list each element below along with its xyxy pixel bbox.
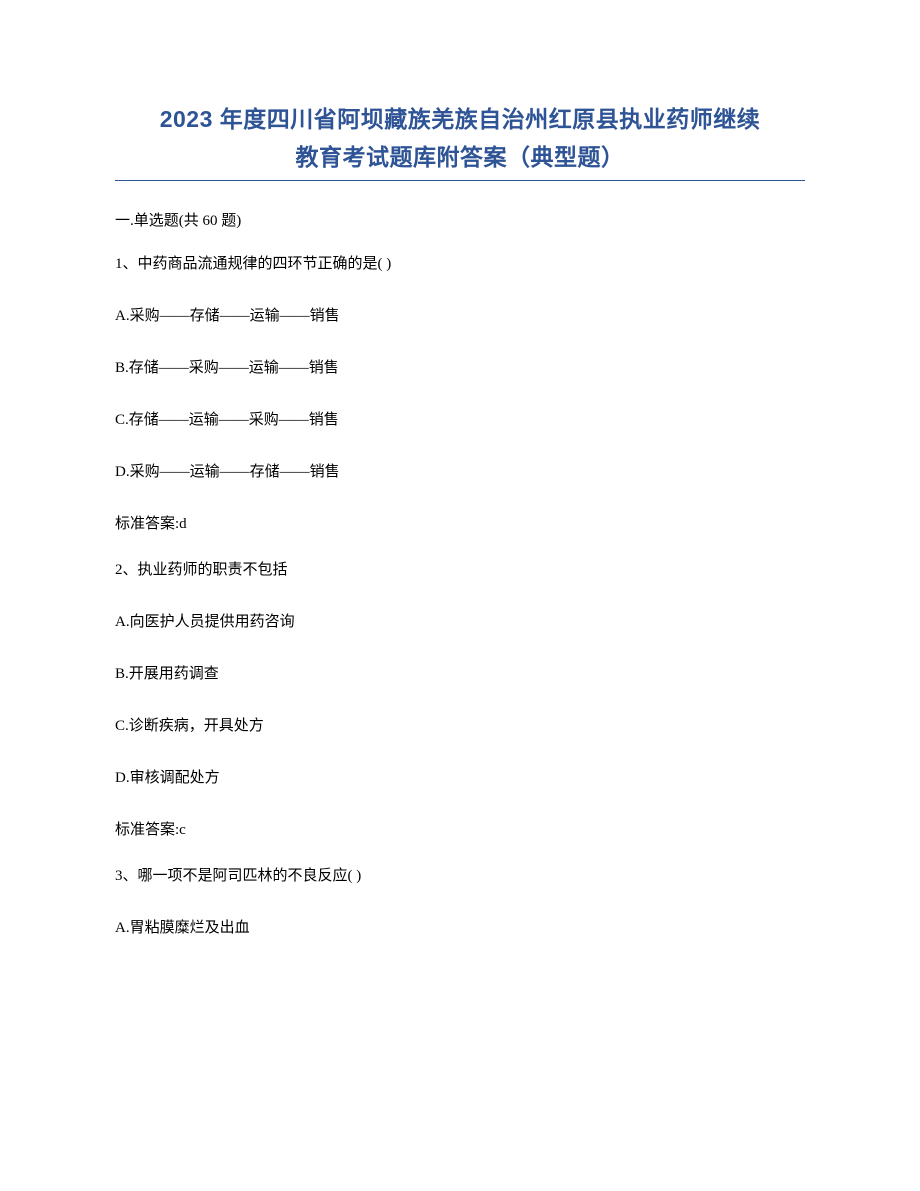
question-1: 1、中药商品流通规律的四环节正确的是( ) A.采购——存储——运输——销售 B…: [115, 252, 805, 536]
option-b: B.开展用药调查: [115, 662, 805, 686]
question-stem: 中药商品流通规律的四环节正确的是( ): [138, 256, 392, 272]
option-c: C.诊断疾病，开具处方: [115, 714, 805, 738]
question-stem: 哪一项不是阿司匹林的不良反应( ): [138, 868, 362, 884]
question-stem: 执业药师的职责不包括: [138, 562, 288, 578]
title-line-1: 2023 年度四川省阿坝藏族羌族自治州红原县执业药师继续: [115, 100, 805, 134]
question-2: 2、执业药师的职责不包括 A.向医护人员提供用药咨询 B.开展用药调查 C.诊断…: [115, 558, 805, 842]
document-title-container: 2023 年度四川省阿坝藏族羌族自治州红原县执业药师继续 教育考试题库附答案（典…: [115, 100, 805, 172]
option-b: B.存储——采购——运输——销售: [115, 356, 805, 380]
option-a: A.采购——存储——运输——销售: [115, 304, 805, 328]
option-d: D.采购——运输——存储——销售: [115, 460, 805, 484]
question-number: 1、: [115, 256, 138, 272]
question-text: 2、执业药师的职责不包括: [115, 558, 805, 582]
option-d: D.审核调配处方: [115, 766, 805, 790]
answer: 标准答案:d: [115, 512, 805, 536]
option-a: A.胃粘膜糜烂及出血: [115, 916, 805, 940]
question-text: 3、哪一项不是阿司匹林的不良反应( ): [115, 864, 805, 888]
option-c: C.存储——运输——采购——销售: [115, 408, 805, 432]
question-text: 1、中药商品流通规律的四环节正确的是( ): [115, 252, 805, 276]
question-3: 3、哪一项不是阿司匹林的不良反应( ) A.胃粘膜糜烂及出血: [115, 864, 805, 940]
title-line-2: 教育考试题库附答案（典型题）: [115, 138, 805, 172]
section-header: 一.单选题(共 60 题): [115, 209, 805, 230]
question-number: 2、: [115, 562, 138, 578]
option-a: A.向医护人员提供用药咨询: [115, 610, 805, 634]
title-underline: [115, 180, 805, 181]
answer: 标准答案:c: [115, 818, 805, 842]
question-number: 3、: [115, 868, 138, 884]
